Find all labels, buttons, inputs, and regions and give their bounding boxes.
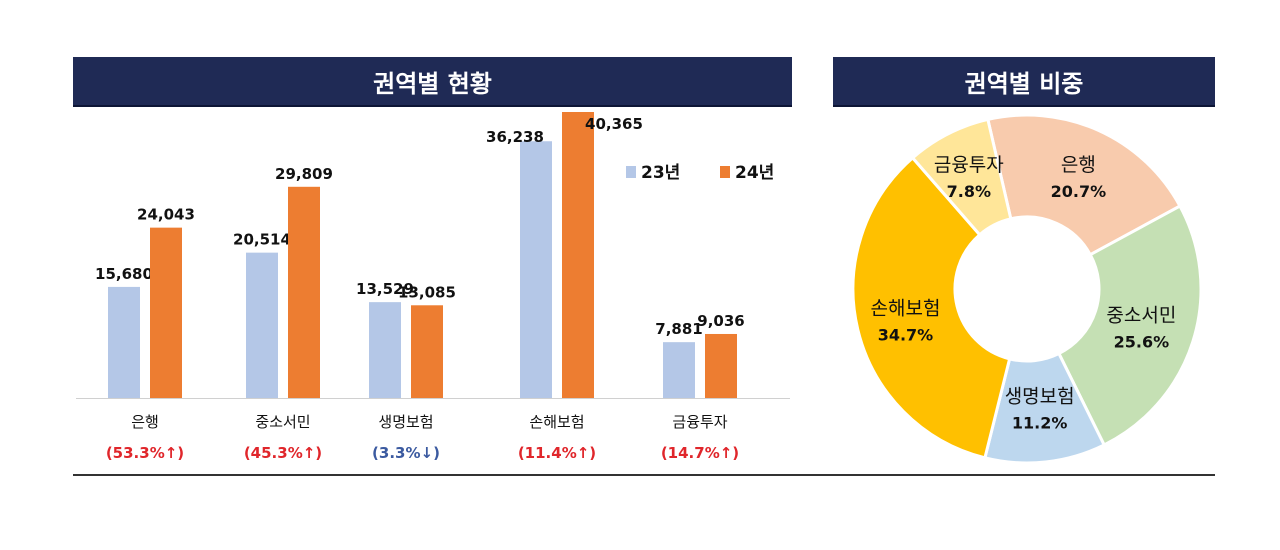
donut-slice-중소서민	[1056, 203, 1203, 447]
change-label: (3.3%↓)	[372, 444, 440, 462]
change-label: (11.4%↑)	[518, 444, 596, 462]
bar-23년-생명보험	[369, 302, 401, 398]
bottom-divider	[73, 474, 1215, 476]
bar-23년-손해보험	[520, 141, 552, 399]
donut-label: 손해보험	[871, 297, 941, 319]
bar-24년-손해보험	[562, 112, 594, 398]
donut-value-label: 34.7%	[878, 325, 934, 344]
donut-label: 금융투자	[934, 154, 1004, 176]
x-tick-label: 중소서민	[255, 413, 310, 431]
bar-value-label: 29,809	[275, 165, 333, 183]
donut-label: 중소서민	[1106, 304, 1176, 326]
bar-value-label: 15,680	[95, 265, 153, 283]
donut-slice-금융투자	[910, 117, 1013, 237]
donut-value-label: 20.7%	[1051, 182, 1107, 201]
donut-chart-title: 권역별 비중	[833, 57, 1215, 107]
legend-swatch-24년	[720, 166, 730, 178]
x-tick-label: 손해보험	[529, 413, 584, 431]
donut-slice-손해보험	[851, 155, 1012, 460]
bar-24년-중소서민	[288, 186, 320, 398]
bar-value-label: 40,365	[585, 115, 643, 133]
donut-label: 생명보험	[1005, 385, 1075, 407]
donut-value-label: 11.2%	[1012, 413, 1068, 432]
change-label: (45.3%↑)	[244, 444, 322, 462]
legend-label: 24년	[735, 163, 774, 183]
change-label: (14.7%↑)	[661, 444, 739, 462]
bar-24년-은행	[150, 227, 182, 398]
bar-24년-생명보험	[411, 305, 443, 398]
legend-label: 23년	[641, 163, 680, 183]
bar-value-label: 24,043	[137, 206, 195, 224]
bar-23년-은행	[108, 286, 140, 398]
donut-value-label: 7.8%	[947, 182, 991, 201]
bar-value-label: 7,881	[655, 320, 702, 338]
bar-chart-title: 권역별 현황	[73, 57, 792, 107]
x-tick-label: 금융투자	[672, 413, 727, 431]
bar-23년-금융투자	[663, 342, 695, 398]
bar-value-label: 13,529	[356, 280, 414, 298]
bar-value-label: 9,036	[697, 312, 744, 330]
bar-23년-중소서민	[246, 252, 278, 398]
bar-value-label: 20,514	[233, 231, 291, 249]
x-tick-label: 은행	[131, 413, 159, 431]
donut-slice-은행	[986, 113, 1182, 257]
donut-label: 은행	[1061, 154, 1096, 176]
bar-value-label: 13,085	[398, 283, 456, 301]
x-tick-label: 생명보험	[378, 413, 433, 431]
bar-value-label: 36,238	[486, 128, 544, 146]
donut-value-label: 25.6%	[1114, 332, 1170, 351]
change-label: (53.3%↑)	[106, 444, 184, 462]
legend-swatch-23년	[626, 166, 636, 178]
bar-24년-금융투자	[705, 333, 737, 398]
